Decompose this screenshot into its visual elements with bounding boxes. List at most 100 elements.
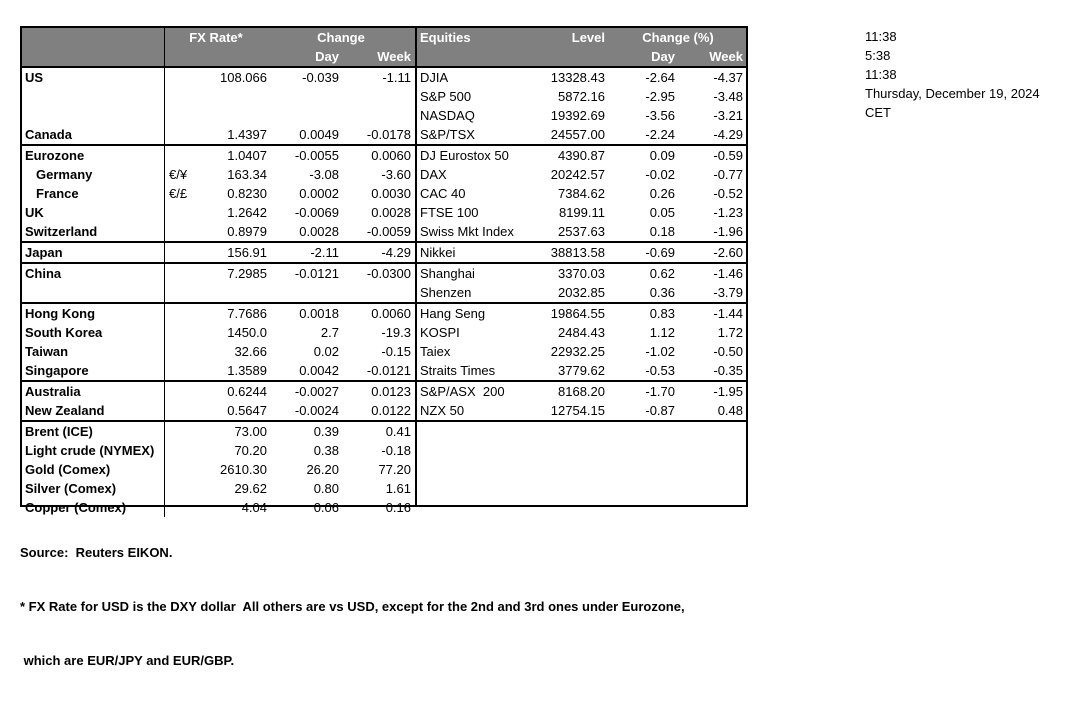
equities-week-cell: -3.79 bbox=[713, 285, 743, 300]
fx-row: South Korea 1450.0 2.7 -19.3 bbox=[22, 323, 415, 342]
equities-name-cell: S&P/ASX 200 bbox=[420, 384, 505, 399]
equities-row: Swiss Mkt Index 2537.63 0.18 -1.96 bbox=[417, 222, 746, 241]
equities-row: Hang Seng 19864.55 0.83 -1.44 bbox=[417, 302, 746, 323]
fx-day-cell: 0.38 bbox=[313, 443, 339, 458]
equities-row: Shenzen 2032.85 0.36 -3.79 bbox=[417, 283, 746, 302]
fx-pair-cell bbox=[165, 323, 195, 342]
fx-row: Switzerland 0.8979 0.0028 -0.0059 bbox=[22, 222, 415, 241]
fx-header-blank-cell bbox=[22, 47, 165, 66]
fx-rate-cell: 108.066 bbox=[220, 70, 267, 85]
equities-name-cell: CAC 40 bbox=[420, 186, 466, 201]
fx-day-cell bbox=[267, 283, 339, 302]
fx-pair-cell bbox=[165, 264, 195, 283]
fx-pair-cell bbox=[165, 106, 195, 125]
local-time: 11:38 bbox=[865, 29, 897, 44]
equities-level-cell: 3779.62 bbox=[558, 363, 605, 378]
fx-day-cell: 0.06 bbox=[313, 500, 339, 515]
fx-rate-cell bbox=[195, 283, 267, 302]
fx-rate-cell: 1.4397 bbox=[227, 127, 267, 142]
equities-day-cell: -2.64 bbox=[645, 70, 675, 85]
equities-day-cell: -1.02 bbox=[645, 344, 675, 359]
fx-rate-cell: 156.91 bbox=[227, 245, 267, 260]
equities-day-cell: -0.69 bbox=[645, 245, 675, 260]
equities-day-cell: 0.26 bbox=[649, 186, 675, 201]
fx-rate-cell: 4.04 bbox=[241, 500, 267, 515]
equities-day-column-header: Day bbox=[651, 49, 675, 64]
fx-day-cell: 0.39 bbox=[313, 424, 339, 439]
equities-level-cell: 4390.87 bbox=[558, 148, 605, 163]
equities-name-cell: DJIA bbox=[420, 70, 449, 85]
cet-time: 11:38 bbox=[865, 67, 897, 82]
fx-week-cell bbox=[339, 106, 415, 125]
equities-week-cell: 0.48 bbox=[717, 403, 743, 418]
fx-rate-cell: 1.2642 bbox=[227, 205, 267, 220]
ny-time: 5:38 bbox=[865, 48, 891, 63]
fx-rate-cell: 32.66 bbox=[234, 344, 267, 359]
equities-week-cell: -4.29 bbox=[713, 127, 743, 142]
fx-name-cell: France bbox=[22, 184, 165, 203]
fx-day-cell bbox=[267, 106, 339, 125]
fx-name-cell: Gold (Comex) bbox=[22, 460, 165, 479]
fx-change-column-header: Change bbox=[317, 30, 365, 45]
fx-rate-cell: 163.34 bbox=[227, 167, 267, 182]
fx-rate-cell: 73.00 bbox=[234, 424, 267, 439]
fx-week-cell: 0.16 bbox=[385, 500, 411, 515]
equities-row: FTSE 100 8199.11 0.05 -1.23 bbox=[417, 203, 746, 222]
fx-name-cell: Eurozone bbox=[22, 146, 165, 165]
fx-header-blank-cell bbox=[195, 47, 267, 66]
equities-name-cell: NZX 50 bbox=[420, 403, 465, 418]
equities-level-cell: 3370.03 bbox=[558, 266, 605, 281]
fx-row: Taiwan 32.66 0.02 -0.15 bbox=[22, 342, 415, 361]
fx-week-cell: -19.3 bbox=[381, 325, 411, 340]
fx-rate-cell: 0.8979 bbox=[227, 224, 267, 239]
equities-day-cell: -2.24 bbox=[645, 127, 675, 142]
equities-day-cell: 0.62 bbox=[649, 266, 675, 281]
fx-name-cell: Germany bbox=[22, 165, 165, 184]
fx-pair-cell bbox=[165, 382, 195, 401]
equities-table-body: DJIA 13328.43 -2.64 -4.37 S&P 500 5872.16 -2.9… bbox=[417, 66, 746, 515]
report-date: Thursday, December 19, 2024 bbox=[865, 86, 1040, 101]
fx-rate-cell bbox=[195, 87, 267, 106]
equities-day-cell: 0.36 bbox=[649, 285, 675, 300]
fx-day-column-header: Day bbox=[315, 49, 339, 64]
fx-name-cell bbox=[22, 106, 165, 125]
fx-week-cell: 0.0060 bbox=[371, 148, 411, 163]
fx-pair-cell: €/¥ bbox=[169, 167, 188, 182]
equities-level-cell: 24557.00 bbox=[550, 127, 605, 142]
fx-row: China 7.2985 -0.0121 -0.0300 bbox=[22, 262, 415, 283]
equities-week-cell: -3.21 bbox=[713, 108, 743, 123]
fx-row: Canada 1.4397 0.0049 -0.0178 bbox=[22, 125, 415, 144]
equities-week-cell: -4.37 bbox=[713, 70, 743, 85]
fx-name-cell: Australia bbox=[22, 382, 165, 401]
equities-level-cell: 7384.62 bbox=[558, 186, 605, 201]
fx-rate-cell: 0.6244 bbox=[227, 384, 267, 399]
fx-pair-cell bbox=[165, 203, 195, 222]
equities-row: S&P/ASX 200 8168.20 -1.70 -1.95 bbox=[417, 380, 746, 401]
fx-name-cell bbox=[22, 283, 165, 302]
fx-week-cell: 0.0123 bbox=[371, 384, 411, 399]
equities-header-blank-cell bbox=[417, 47, 525, 66]
change-pct-column-header: Change (%) bbox=[642, 30, 714, 45]
equities-row: S&P/TSX 24557.00 -2.24 -4.29 bbox=[417, 125, 746, 144]
fx-row: Copper (Comex) 4.04 0.06 0.16 bbox=[22, 498, 415, 517]
equities-row: NZX 50 12754.15 -0.87 0.48 bbox=[417, 401, 746, 420]
fx-name-cell: Japan bbox=[22, 243, 165, 262]
equities-level-cell: 5872.16 bbox=[558, 89, 605, 104]
equities-week-cell: -0.50 bbox=[713, 344, 743, 359]
fx-pair-cell bbox=[165, 87, 195, 106]
fx-row bbox=[22, 106, 415, 125]
equities-level-cell: 38813.58 bbox=[550, 245, 605, 260]
fx-pair-cell bbox=[165, 460, 195, 479]
fx-header-blank-cell bbox=[22, 28, 165, 47]
equities-day-cell: 1.12 bbox=[649, 325, 675, 340]
equities-name-cell: Swiss Mkt Index bbox=[420, 224, 514, 239]
fx-week-cell: -0.0059 bbox=[366, 224, 411, 239]
equities-name-cell: Nikkei bbox=[420, 245, 456, 260]
equities-level-cell: 19864.55 bbox=[550, 306, 605, 321]
equities-week-cell: -0.77 bbox=[713, 167, 743, 182]
fx-week-cell: -0.0121 bbox=[366, 363, 411, 378]
fx-day-cell: 0.02 bbox=[313, 344, 339, 359]
equities-name-cell: NASDAQ bbox=[420, 108, 475, 123]
equities-empty-area bbox=[417, 420, 746, 515]
fx-row: UK 1.2642 -0.0069 0.0028 bbox=[22, 203, 415, 222]
